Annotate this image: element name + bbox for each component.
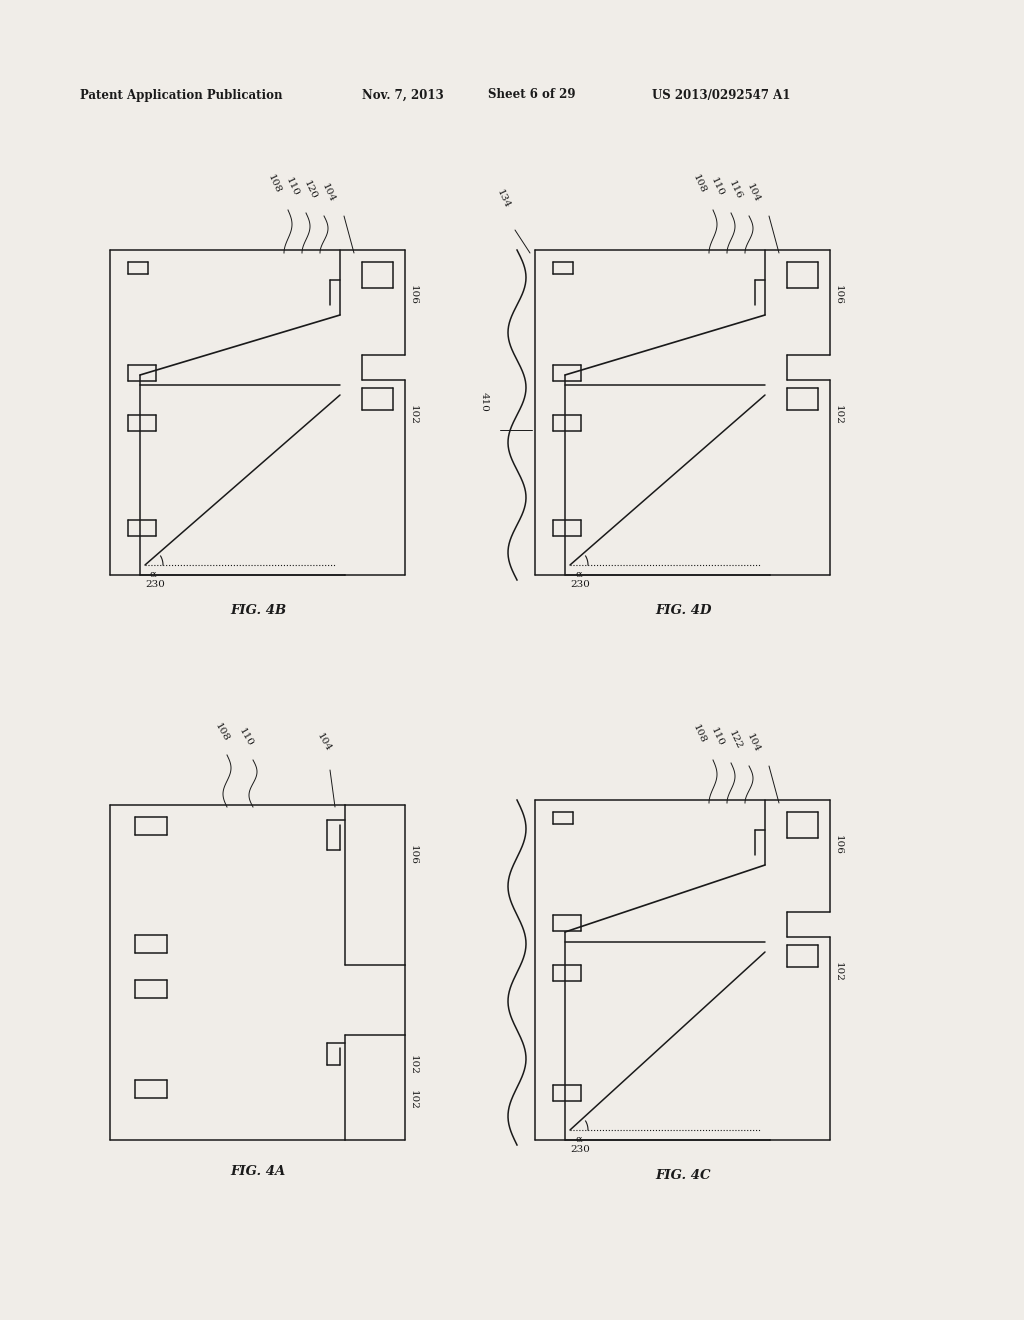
Text: FIG. 4D: FIG. 4D (655, 605, 712, 616)
Text: 110: 110 (709, 176, 726, 198)
Text: α: α (575, 1135, 582, 1144)
Text: α: α (575, 570, 582, 579)
Text: FIG. 4C: FIG. 4C (655, 1170, 711, 1181)
Text: 230: 230 (570, 1144, 590, 1154)
Text: 102: 102 (834, 962, 843, 982)
Text: 122: 122 (727, 729, 743, 751)
Text: 106: 106 (834, 836, 843, 855)
Text: 104: 104 (745, 182, 762, 205)
Text: Nov. 7, 2013: Nov. 7, 2013 (362, 88, 443, 102)
Text: 102: 102 (834, 405, 843, 425)
Text: 116: 116 (727, 180, 743, 201)
Text: 102: 102 (409, 1055, 418, 1074)
Text: 110: 110 (284, 176, 301, 198)
Text: Sheet 6 of 29: Sheet 6 of 29 (488, 88, 575, 102)
Text: 102: 102 (409, 405, 418, 425)
Text: FIG. 4A: FIG. 4A (230, 1166, 286, 1177)
Text: 230: 230 (570, 579, 590, 589)
Text: 120: 120 (302, 180, 318, 201)
Text: 410: 410 (480, 392, 489, 412)
Text: 104: 104 (319, 182, 337, 205)
Text: 134: 134 (495, 189, 512, 210)
Text: 104: 104 (745, 733, 762, 754)
Text: 108: 108 (213, 721, 230, 743)
Text: 108: 108 (691, 173, 708, 195)
Text: 106: 106 (409, 845, 418, 865)
Text: 106: 106 (409, 285, 418, 305)
Text: FIG. 4B: FIG. 4B (230, 605, 287, 616)
Text: 106: 106 (834, 285, 843, 305)
Text: 108: 108 (266, 173, 283, 195)
Text: US 2013/0292547 A1: US 2013/0292547 A1 (652, 88, 791, 102)
Text: 230: 230 (145, 579, 165, 589)
Text: 102: 102 (409, 1090, 418, 1110)
Text: 110: 110 (237, 726, 255, 748)
Text: 110: 110 (709, 726, 726, 748)
Text: 104: 104 (315, 731, 333, 752)
Text: α: α (150, 570, 157, 579)
Text: Patent Application Publication: Patent Application Publication (80, 88, 283, 102)
Text: 108: 108 (691, 723, 708, 744)
